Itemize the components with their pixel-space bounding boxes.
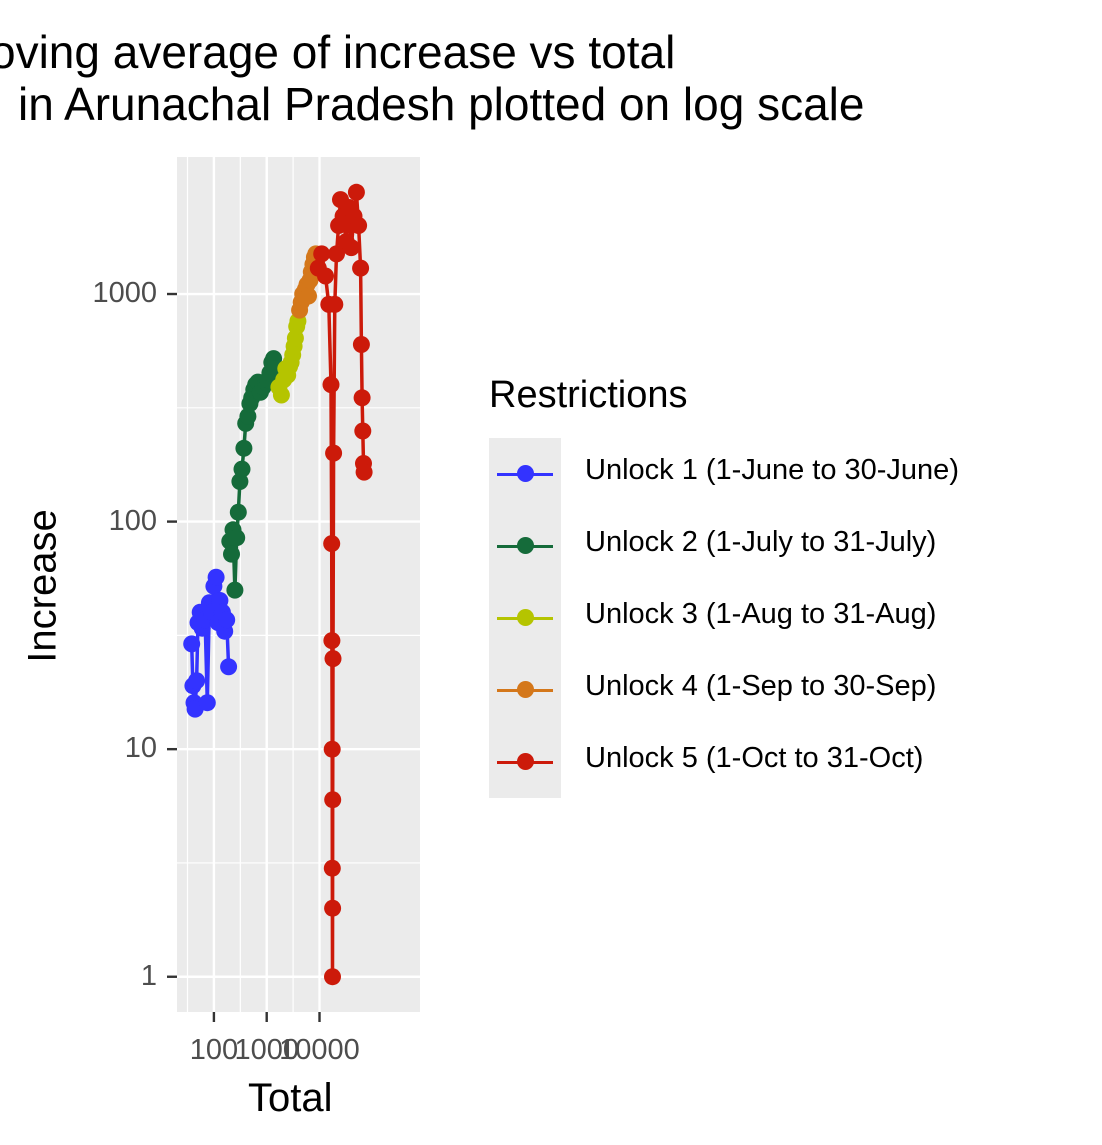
data-point — [198, 694, 216, 712]
data-point — [207, 568, 225, 586]
x-tick-label: 100 — [189, 1034, 239, 1066]
data-point — [350, 217, 368, 234]
legend-key — [497, 536, 553, 556]
data-point — [313, 245, 331, 263]
legend-key — [497, 608, 553, 628]
data-point — [352, 336, 370, 353]
legend-item: Unlock 4 (1-Sep to 30-Sep) — [489, 654, 1102, 726]
data-point — [239, 407, 257, 425]
chart-title-line-2: in Arunachal Pradesh plotted on log scal… — [18, 78, 865, 130]
legend-item: Unlock 1 (1-June to 30-June) — [489, 438, 1102, 510]
data-point — [323, 859, 341, 877]
data-point — [323, 632, 341, 650]
legend-key-point — [517, 465, 534, 482]
legend-key — [497, 464, 553, 484]
data-point — [324, 899, 342, 917]
data-point — [228, 529, 246, 547]
data-point — [188, 672, 206, 690]
x-tick-label: 10000 — [279, 1034, 360, 1066]
axis-ticks — [167, 292, 321, 1022]
series-5 — [309, 183, 373, 986]
legend-label: Unlock 2 (1-July to 31-July) — [585, 526, 937, 558]
x-axis-title: Total — [248, 1076, 333, 1120]
data-point — [326, 295, 344, 313]
data-point — [324, 968, 341, 986]
data-point — [223, 545, 240, 563]
legend-label: Unlock 3 (1-Aug to 31-Aug) — [585, 598, 937, 630]
x-tick-label: 1000 — [234, 1034, 299, 1066]
data-point — [317, 267, 334, 285]
data-point — [300, 287, 317, 305]
legend-key-point — [517, 753, 534, 770]
series-3 — [270, 312, 307, 404]
y-tick-label: 100 — [108, 504, 157, 537]
data-point — [324, 650, 342, 668]
data-point — [218, 611, 236, 629]
data-point — [235, 439, 253, 457]
chart-title-line-1: oving average of increase vs total — [0, 26, 676, 78]
legend-key — [497, 680, 553, 700]
legend-key — [497, 752, 553, 772]
data-point — [355, 463, 373, 481]
data-point — [352, 259, 370, 277]
series-2 — [221, 350, 286, 599]
data-point — [220, 658, 238, 676]
data-point — [342, 239, 360, 257]
data-point — [323, 740, 341, 758]
data-point — [323, 535, 341, 553]
legend-label: Unlock 1 (1-June to 30-June) — [585, 454, 959, 486]
legend-label: Unlock 5 (1-Oct to 31-Oct) — [585, 742, 924, 774]
y-tick-label: 1000 — [92, 277, 157, 309]
legend: Restrictions Unlock 1 (1-June to 30-June… — [489, 374, 959, 798]
data-point — [322, 376, 340, 394]
legend-title: Restrictions — [489, 374, 688, 416]
y-axis-title: Increase — [20, 509, 65, 663]
data-point — [183, 635, 201, 653]
legend-key-point — [517, 609, 534, 626]
data-point — [354, 422, 372, 440]
data-point — [325, 444, 343, 462]
data-point — [272, 386, 290, 404]
data-point — [226, 581, 244, 599]
data-point — [229, 503, 247, 521]
data-point — [328, 245, 345, 263]
legend-item: Unlock 5 (1-Oct to 31-Oct) — [489, 726, 1102, 798]
y-tick-label: 10 — [124, 732, 157, 765]
data-point — [347, 183, 365, 201]
series-1 — [183, 568, 238, 718]
y-tick-label: 1 — [140, 959, 157, 992]
chart-title: oving average of increase vs total in Ar… — [0, 26, 1102, 130]
data-point — [233, 460, 251, 478]
series-layer — [183, 183, 373, 986]
minor-gridlines — [177, 157, 420, 1012]
legend-item: Unlock 3 (1-Aug to 31-Aug) — [489, 582, 1102, 654]
data-point — [324, 791, 342, 809]
legend-key-point — [517, 537, 534, 554]
legend-item: Unlock 2 (1-July to 31-July) — [489, 510, 1102, 582]
data-point — [353, 389, 371, 407]
legend-key-point — [517, 681, 534, 698]
legend-label: Unlock 4 (1-Sep to 30-Sep) — [585, 670, 937, 702]
